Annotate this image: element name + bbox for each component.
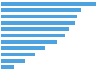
Bar: [0, 59, 25, 63]
Bar: [0, 27, 69, 31]
Bar: [0, 46, 45, 50]
Bar: [0, 65, 14, 69]
Bar: [0, 15, 77, 18]
Bar: [0, 53, 35, 56]
Bar: [0, 40, 57, 44]
Bar: [0, 8, 81, 12]
Bar: [0, 21, 75, 25]
Bar: [0, 34, 64, 37]
Bar: [0, 2, 96, 6]
